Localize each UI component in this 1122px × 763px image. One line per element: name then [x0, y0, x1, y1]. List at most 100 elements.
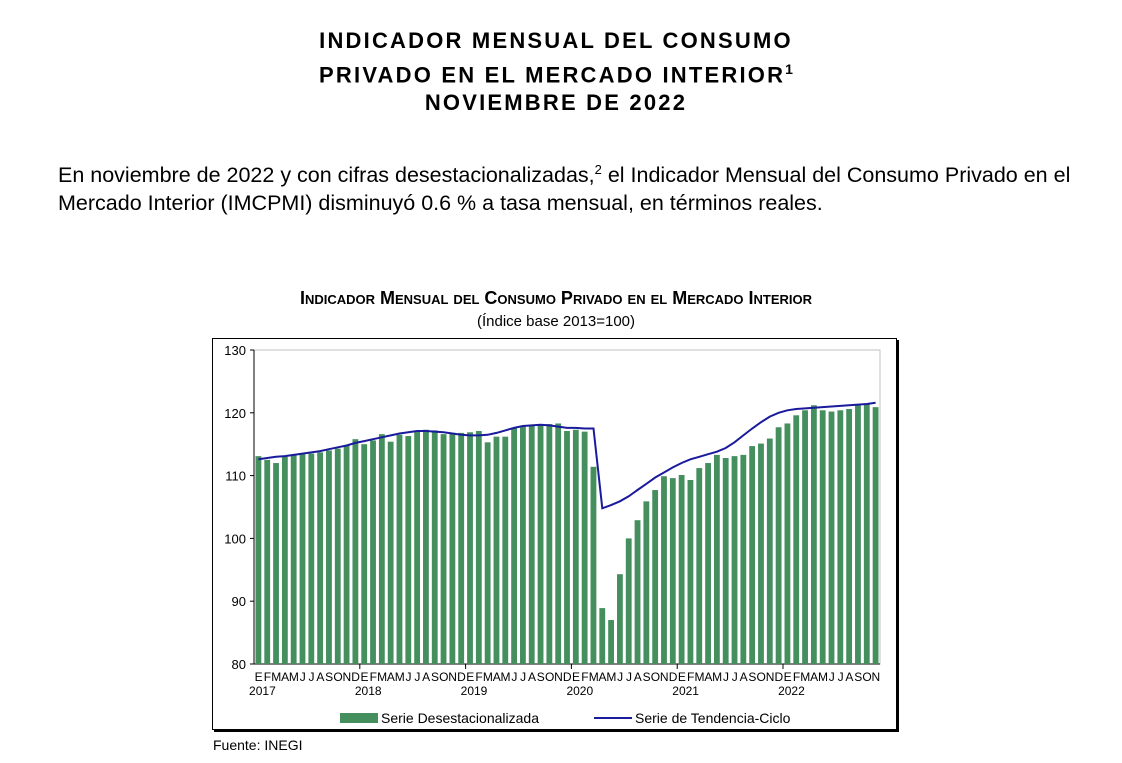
x-year-label: 2021 — [672, 684, 699, 698]
bar — [687, 479, 694, 664]
x-month-label: A — [281, 670, 289, 684]
x-month-label: E — [466, 670, 474, 684]
document-title: INDICADOR MENSUAL DEL CONSUMO PRIVADO EN… — [0, 27, 1112, 117]
bar — [255, 456, 262, 664]
x-month-label: M — [501, 670, 511, 684]
x-month-label: A — [493, 670, 501, 684]
x-month-label: O — [333, 670, 342, 684]
bar — [396, 434, 403, 664]
x-month-label: N — [660, 670, 668, 684]
x-month-label: S — [854, 670, 862, 684]
x-year-label: 2018 — [355, 684, 382, 698]
title-line-2-text: PRIVADO EN EL MERCADO INTERIOR — [319, 62, 786, 88]
x-month-label: J — [617, 670, 623, 684]
y-tick-label: 100 — [224, 531, 246, 546]
summary-paragraph: En noviembre de 2022 y con cifras desest… — [58, 156, 1078, 217]
bar — [581, 431, 588, 664]
x-month-label: M — [695, 670, 705, 684]
x-month-label: M — [800, 670, 810, 684]
x-year-label: 2017 — [249, 684, 276, 698]
bar — [308, 453, 315, 664]
title-line-2: PRIVADO EN EL MERCADO INTERIOR1 — [0, 55, 1112, 89]
bar — [713, 454, 720, 664]
x-month-label: N — [342, 670, 350, 684]
x-month-label: A — [634, 670, 642, 684]
x-month-label: E — [360, 670, 368, 684]
bar — [846, 409, 853, 664]
bar — [343, 445, 350, 664]
y-tick-label: 130 — [224, 343, 246, 358]
bar — [361, 444, 368, 664]
x-month-label: J — [723, 670, 729, 684]
x-month-label: N — [766, 670, 774, 684]
x-month-label: F — [581, 670, 588, 684]
chart-subtitle: (Índice base 2013=100) — [476, 313, 636, 330]
bar — [608, 620, 614, 664]
bar — [475, 431, 482, 664]
bar — [590, 466, 597, 664]
y-tick-label: 120 — [224, 406, 246, 421]
x-month-label: O — [439, 670, 448, 684]
x-month-label: A — [316, 670, 324, 684]
x-month-label: J — [626, 670, 632, 684]
x-month-label: D — [351, 670, 360, 684]
x-month-label: M — [289, 670, 299, 684]
paragraph-part2: el Indicador Mensual del Consumo Privado… — [58, 163, 1071, 216]
x-month-label: M — [271, 670, 281, 684]
bar — [352, 439, 359, 664]
x-month-label: O — [862, 670, 871, 684]
bar — [537, 424, 544, 664]
x-month-label: O — [651, 670, 660, 684]
x-month-label: A — [704, 670, 712, 684]
x-month-label: A — [599, 670, 607, 684]
bar — [678, 474, 685, 664]
x-month-label: J — [406, 670, 412, 684]
x-month-label: J — [829, 670, 835, 684]
bar — [299, 454, 306, 664]
x-month-label: F — [264, 670, 271, 684]
x-month-label: N — [554, 670, 562, 684]
bar — [731, 456, 738, 664]
bar — [775, 427, 782, 664]
bar — [652, 490, 659, 664]
bar — [634, 520, 641, 664]
bar — [528, 425, 535, 664]
x-month-label: F — [687, 670, 694, 684]
y-tick-label: 110 — [225, 469, 246, 484]
bar — [264, 459, 271, 664]
bar — [484, 442, 491, 664]
bar — [467, 432, 473, 664]
bar — [810, 405, 817, 664]
bar — [281, 456, 288, 664]
x-month-label: S — [537, 670, 545, 684]
x-month-label: E — [678, 670, 686, 684]
x-month-label: J — [309, 670, 315, 684]
bar — [405, 436, 412, 664]
x-month-label: M — [818, 670, 828, 684]
x-month-label: M — [483, 670, 493, 684]
bar — [669, 478, 676, 664]
bar — [502, 436, 509, 664]
x-year-label: 2022 — [778, 684, 805, 698]
bar — [572, 429, 579, 664]
bar — [555, 423, 562, 664]
bar — [520, 425, 526, 664]
bar — [334, 448, 341, 664]
title-line-1: INDICADOR MENSUAL DEL CONSUMO — [319, 28, 793, 53]
bar — [872, 407, 879, 664]
bar — [370, 440, 376, 664]
legend-bar-label: Serie Desestacionalizada — [381, 710, 539, 726]
bar — [828, 411, 835, 664]
bar — [378, 434, 385, 664]
x-month-label: F — [370, 670, 377, 684]
bar — [290, 455, 297, 664]
bar — [625, 538, 632, 664]
bar — [758, 443, 764, 664]
x-month-label: A — [528, 670, 536, 684]
x-month-label: M — [377, 670, 387, 684]
x-month-label: A — [422, 670, 430, 684]
x-month-label: O — [545, 670, 554, 684]
x-month-label: F — [475, 670, 482, 684]
bar — [863, 404, 870, 664]
